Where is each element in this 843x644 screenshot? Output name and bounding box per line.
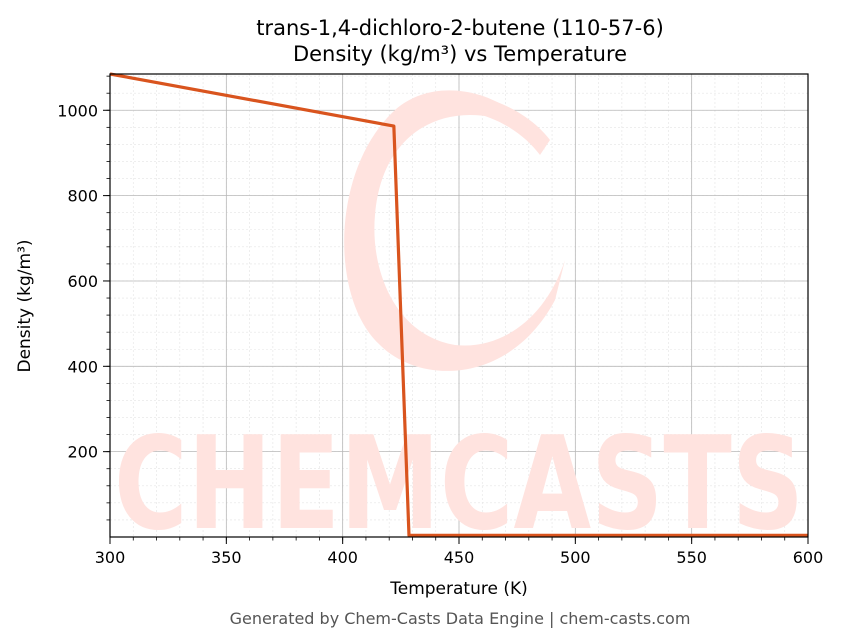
x-tick-label: 600	[793, 548, 824, 567]
x-tick-label: 550	[676, 548, 707, 567]
y-tick-label: 1000	[57, 101, 98, 120]
x-tick-label: 300	[95, 548, 126, 567]
y-tick-label: 200	[67, 443, 98, 462]
x-tick-label: 450	[444, 548, 475, 567]
footer-credit: Generated by Chem-Casts Data Engine | ch…	[230, 609, 691, 628]
x-tick-label: 400	[327, 548, 358, 567]
chemcasts-watermark-logo	[344, 90, 565, 371]
y-axis-label: Density (kg/m³)	[15, 239, 35, 372]
x-tick-label: 500	[560, 548, 591, 567]
x-axis: 300 350 400 450 500 550 600	[95, 537, 824, 567]
x-tick-label: 350	[211, 548, 242, 567]
major-grid	[109, 74, 809, 537]
density-series-line	[109, 72, 808, 537]
chemcasts-logo-swoosh-icon	[470, 95, 550, 155]
x-axis-label: Temperature (K)	[389, 579, 528, 599]
chart-title-line2: Density (kg/m³) vs Temperature	[293, 42, 627, 66]
plot-area: CHEMCASTS	[109, 72, 809, 559]
y-axis: 200 400 600 800 1000	[57, 75, 110, 521]
series-layer	[109, 72, 808, 537]
y-tick-label: 400	[67, 357, 98, 376]
chart-title-line1: trans-1,4-dichloro-2-butene (110-57-6)	[256, 16, 664, 40]
y-tick-label: 800	[67, 187, 98, 206]
y-tick-label: 600	[67, 272, 98, 291]
